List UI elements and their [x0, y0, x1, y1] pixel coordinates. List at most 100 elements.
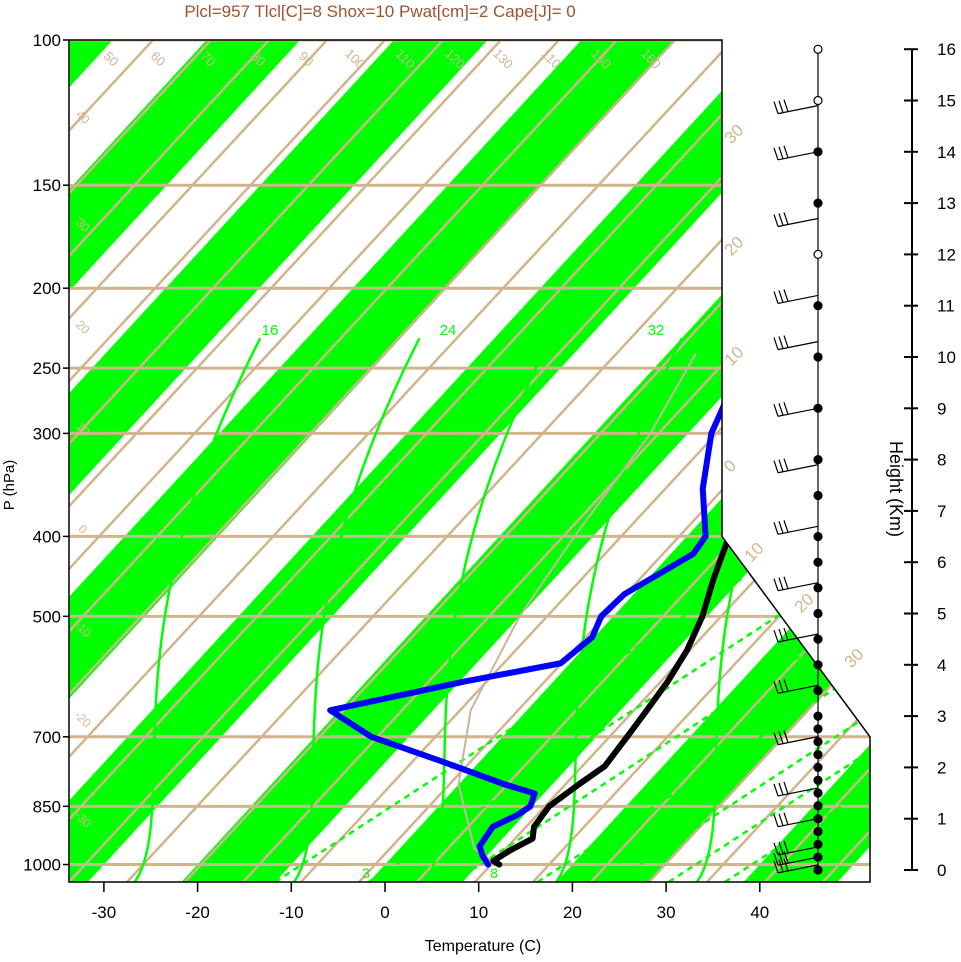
height-tick-label: 3 [937, 707, 946, 726]
wind-barb [773, 730, 819, 746]
dry-adiabat-line [69, 40, 850, 882]
moist-adiabat-label: 16 [262, 322, 279, 339]
height-marker [813, 660, 823, 670]
wind-barb [773, 840, 819, 856]
wind-barb [773, 781, 819, 797]
temperature-tick-label: 40 [750, 903, 769, 922]
wind-barb [773, 576, 819, 592]
moist-adiabat-label: 12 [191, 322, 208, 339]
height-marker [813, 737, 823, 747]
temperature-band [69, 40, 863, 882]
dry-adiabat-line [69, 40, 270, 882]
height-marker [813, 839, 823, 849]
moist-adiabat-label: 24 [440, 322, 457, 339]
height-marker [813, 865, 823, 875]
wind-barb [773, 212, 819, 228]
isotherm-label: 100 [342, 46, 368, 72]
temperature-band [556, 40, 870, 882]
height-marker [813, 352, 823, 362]
moist-adiabat-line [133, 337, 262, 882]
side-label: 30 [841, 645, 868, 672]
parcel-curve [457, 353, 697, 866]
height-marker [813, 685, 823, 696]
height-tick-label: 2 [937, 758, 946, 777]
dry-adiabat-label: 0 [76, 522, 91, 537]
height-marker [813, 608, 823, 619]
plot-frame [68, 39, 871, 883]
pressure-tick-label: 850 [33, 797, 61, 816]
moist-adiabat-line [555, 337, 683, 882]
height-marker [813, 711, 823, 721]
mixing-ratio-line [536, 577, 870, 882]
wind-barb [773, 145, 819, 161]
wind-barb [773, 289, 819, 305]
height-marker [813, 249, 823, 259]
dry-adiabat-line [69, 40, 560, 882]
temperature-band [69, 40, 676, 882]
wind-barb [773, 335, 819, 351]
dry-adiabat-line [69, 40, 444, 882]
dry-adiabat-line [69, 40, 502, 882]
height-tick-label: 8 [937, 451, 946, 470]
mixing-ratio-line [611, 577, 870, 882]
mixing-ratio-line [668, 577, 870, 882]
wind-barb [773, 812, 819, 828]
wind-barb [773, 858, 819, 874]
height-tick-label: 1 [937, 810, 946, 829]
height-marker [813, 44, 823, 54]
moist-adiabat-line [292, 337, 421, 882]
pressure-tick-label: 700 [33, 728, 61, 747]
dry-adiabat-line [69, 40, 676, 882]
dry-adiabat-line [590, 40, 870, 882]
height-tick-label: 4 [937, 656, 946, 675]
height-tick-label: 0 [937, 861, 946, 880]
dry-adiabat-label: 20 [73, 317, 93, 337]
temperature-tick-label: 30 [657, 903, 676, 922]
height-marker [813, 95, 823, 106]
dry-adiabat-line [300, 40, 870, 882]
height-tick-label: 9 [937, 399, 946, 418]
height-marker [813, 749, 823, 760]
height-marker [813, 198, 823, 208]
height-marker [813, 826, 823, 837]
temperature-tick-label: -10 [279, 903, 304, 922]
pressure-tick-label: 300 [33, 424, 61, 443]
height-tick-label: 13 [937, 194, 956, 213]
height-tick-label: 7 [937, 502, 946, 521]
height-tick-label: 6 [937, 553, 946, 572]
height-marker [813, 788, 823, 798]
pressure-tick-label: 1000 [23, 856, 61, 875]
dry-adiabat-line [69, 40, 212, 882]
wind-barb [773, 627, 819, 643]
moist-adiabat-line [424, 337, 552, 882]
isotherm-label: 130 [490, 46, 516, 72]
mixing-ratio-line [274, 577, 743, 882]
y-axis-label: P (hPa) [1, 460, 18, 511]
temperature-band [69, 40, 488, 882]
side-label: 20 [721, 233, 748, 260]
pressure-tick-label: 200 [33, 279, 61, 298]
side-label: 10 [721, 343, 748, 370]
chart-title: Plcl=957 Tlcl[C]=8 Shox=10 Pwat[cm]=2 Ca… [184, 2, 575, 21]
wind-barb [773, 520, 819, 535]
dry-adiabat-line [242, 40, 870, 882]
wind-barb [773, 458, 819, 474]
temperature-band [743, 40, 870, 882]
height-marker [813, 762, 823, 773]
temperature-band [69, 40, 301, 882]
moist-adiabat-label: 32 [648, 322, 665, 339]
dry-adiabat-line [69, 40, 386, 882]
dry-adiabat-line [69, 40, 618, 882]
dry-adiabat-line [706, 40, 870, 882]
height-tick-label: 10 [937, 348, 956, 367]
height-marker [813, 531, 823, 542]
temperature-tick-label: -20 [185, 903, 210, 922]
pressure-tick-label: 100 [33, 31, 61, 50]
pressure-tick-label: 250 [33, 359, 61, 378]
height-marker [813, 634, 823, 644]
side-label: 0 [720, 456, 740, 476]
height-tick-label: 14 [937, 143, 956, 162]
isotherm-label: 50 [101, 48, 122, 69]
temperature-tick-label: 10 [469, 903, 488, 922]
